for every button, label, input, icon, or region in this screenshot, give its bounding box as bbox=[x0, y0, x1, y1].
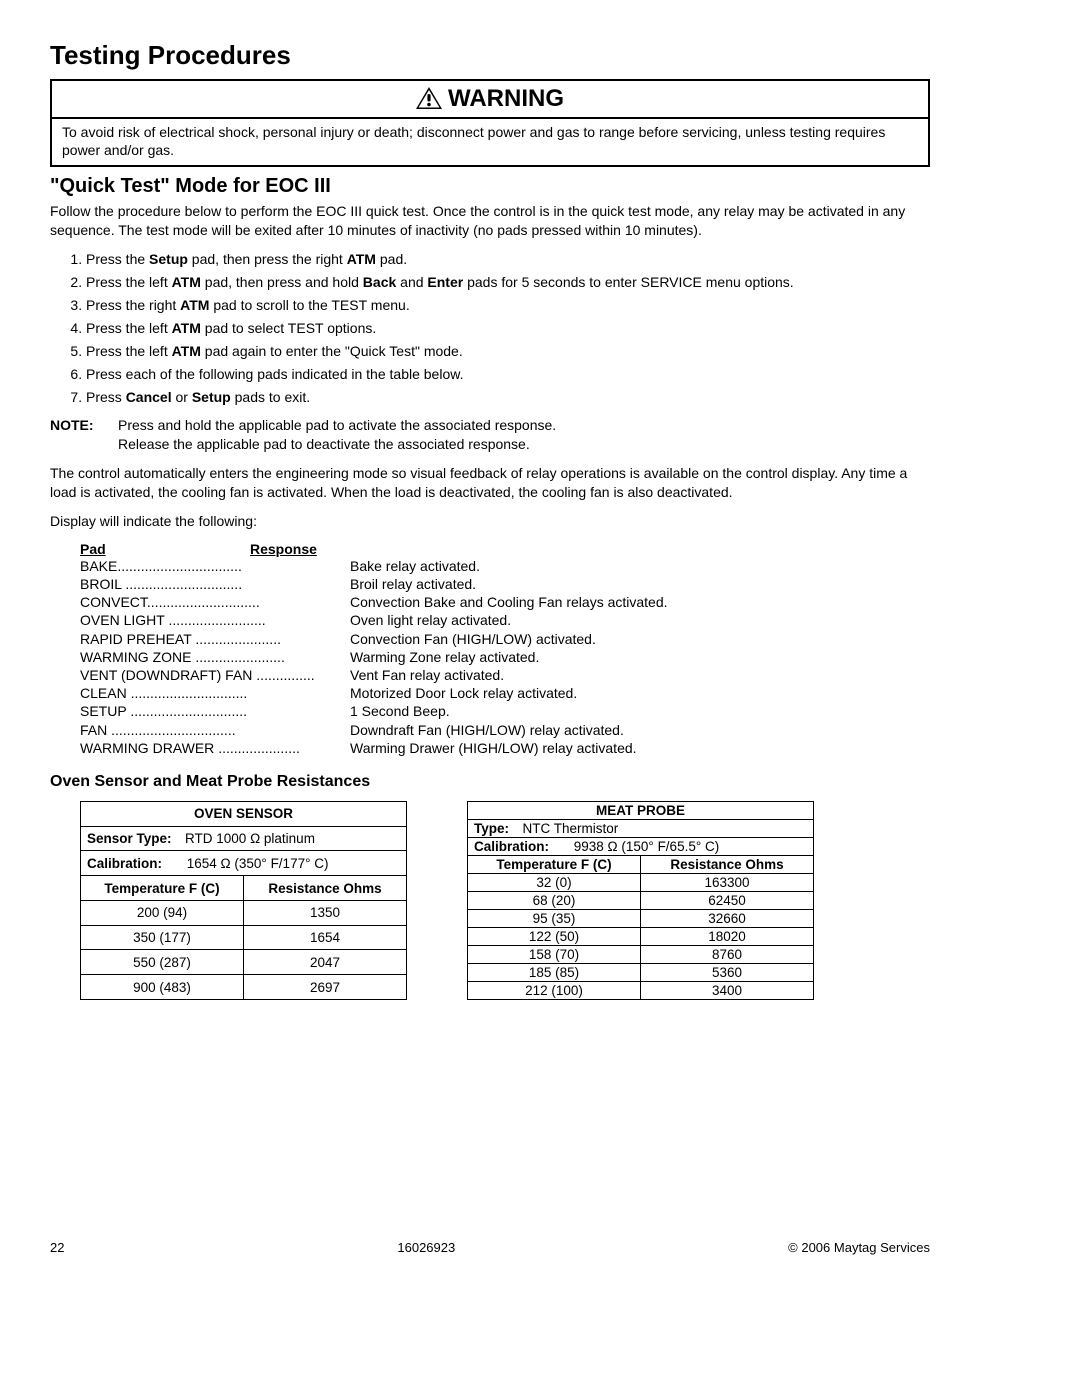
response-text: Bake relay activated. bbox=[350, 557, 930, 575]
para-engineering: The control automatically enters the eng… bbox=[50, 464, 930, 502]
pad-name: CONVECT............................. bbox=[80, 593, 350, 611]
pad-response-header: Pad Response bbox=[80, 541, 930, 557]
pad-response-row: SETUP ..............................1 Se… bbox=[80, 702, 930, 720]
step-item: Press the right ATM pad to scroll to the… bbox=[86, 296, 930, 315]
copyright: © 2006 Maytag Services bbox=[788, 1240, 930, 1255]
pad-name: OVEN LIGHT ......................... bbox=[80, 611, 350, 629]
response-text: Warming Drawer (HIGH/LOW) relay activate… bbox=[350, 739, 930, 757]
pad-name: SETUP .............................. bbox=[80, 702, 350, 720]
response-text: Convection Fan (HIGH/LOW) activated. bbox=[350, 630, 930, 648]
section-title: "Quick Test" Mode for EOC III bbox=[50, 175, 930, 198]
pad-response-row: OVEN LIGHT .........................Oven… bbox=[80, 611, 930, 629]
step-item: Press Cancel or Setup pads to exit. bbox=[86, 388, 930, 407]
pad-name: CLEAN .............................. bbox=[80, 684, 350, 702]
response-text: Convection Bake and Cooling Fan relays a… bbox=[350, 593, 930, 611]
response-text: Broil relay activated. bbox=[350, 575, 930, 593]
warning-box: WARNING To avoid risk of electrical shoc… bbox=[50, 79, 930, 167]
pad-name: BAKE................................ bbox=[80, 557, 350, 575]
doc-number: 16026923 bbox=[397, 1240, 455, 1255]
response-text: Warming Zone relay activated. bbox=[350, 648, 930, 666]
response-text: Motorized Door Lock relay activated. bbox=[350, 684, 930, 702]
response-text: 1 Second Beep. bbox=[350, 702, 930, 720]
pad-response-row: BROIL ..............................Broi… bbox=[80, 575, 930, 593]
warning-icon bbox=[416, 87, 442, 109]
pad-response-row: FAN ................................Down… bbox=[80, 721, 930, 739]
warning-label: WARNING bbox=[448, 85, 564, 112]
note-text: Press and hold the applicable pad to act… bbox=[118, 416, 556, 454]
pad-response-row: WARMING ZONE .......................Warm… bbox=[80, 648, 930, 666]
page-number: 22 bbox=[50, 1240, 64, 1255]
warning-header: WARNING bbox=[52, 81, 928, 119]
pad-response-row: CLEAN ..............................Moto… bbox=[80, 684, 930, 702]
pad-name: WARMING DRAWER ..................... bbox=[80, 739, 350, 757]
response-header: Response bbox=[250, 541, 317, 557]
pad-response-block: Pad Response BAKE.......................… bbox=[80, 541, 930, 757]
tables-row: OVEN SENSORSensor Type: RTD 1000 Ω plati… bbox=[80, 801, 930, 1000]
intro-text: Follow the procedure below to perform th… bbox=[50, 202, 930, 240]
note-row: NOTE: Press and hold the applicable pad … bbox=[50, 416, 930, 454]
pad-name: BROIL .............................. bbox=[80, 575, 350, 593]
pad-header: Pad bbox=[80, 541, 250, 557]
response-text: Downdraft Fan (HIGH/LOW) relay activated… bbox=[350, 721, 930, 739]
para-display: Display will indicate the following: bbox=[50, 512, 930, 531]
pad-name: FAN ................................ bbox=[80, 721, 350, 739]
pad-name: RAPID PREHEAT ...................... bbox=[80, 630, 350, 648]
note-label: NOTE: bbox=[50, 416, 118, 454]
page-title: Testing Procedures bbox=[50, 40, 930, 71]
pad-response-row: VENT (DOWNDRAFT) FAN ...............Vent… bbox=[80, 666, 930, 684]
pad-response-row: CONVECT.............................Conv… bbox=[80, 593, 930, 611]
response-text: Vent Fan relay activated. bbox=[350, 666, 930, 684]
oven-sensor-table: OVEN SENSORSensor Type: RTD 1000 Ω plati… bbox=[80, 801, 407, 1000]
step-item: Press the left ATM pad to select TEST op… bbox=[86, 319, 930, 338]
meat-probe-table: MEAT PROBEType: NTC ThermistorCalibratio… bbox=[467, 801, 814, 1000]
pad-name: VENT (DOWNDRAFT) FAN ............... bbox=[80, 666, 350, 684]
step-item: Press each of the following pads indicat… bbox=[86, 365, 930, 384]
step-item: Press the Setup pad, then press the righ… bbox=[86, 250, 930, 269]
warning-body: To avoid risk of electrical shock, perso… bbox=[52, 119, 928, 165]
steps-list: Press the Setup pad, then press the righ… bbox=[50, 250, 930, 406]
pad-name: WARMING ZONE ....................... bbox=[80, 648, 350, 666]
step-item: Press the left ATM pad again to enter th… bbox=[86, 342, 930, 361]
footer: 22 16026923 © 2006 Maytag Services bbox=[50, 1240, 930, 1255]
pad-response-row: BAKE................................Bake… bbox=[80, 557, 930, 575]
pad-response-row: WARMING DRAWER .....................Warm… bbox=[80, 739, 930, 757]
resistance-title: Oven Sensor and Meat Probe Resistances bbox=[50, 773, 930, 791]
step-item: Press the left ATM pad, then press and h… bbox=[86, 273, 930, 292]
response-text: Oven light relay activated. bbox=[350, 611, 930, 629]
pad-response-row: RAPID PREHEAT ......................Conv… bbox=[80, 630, 930, 648]
